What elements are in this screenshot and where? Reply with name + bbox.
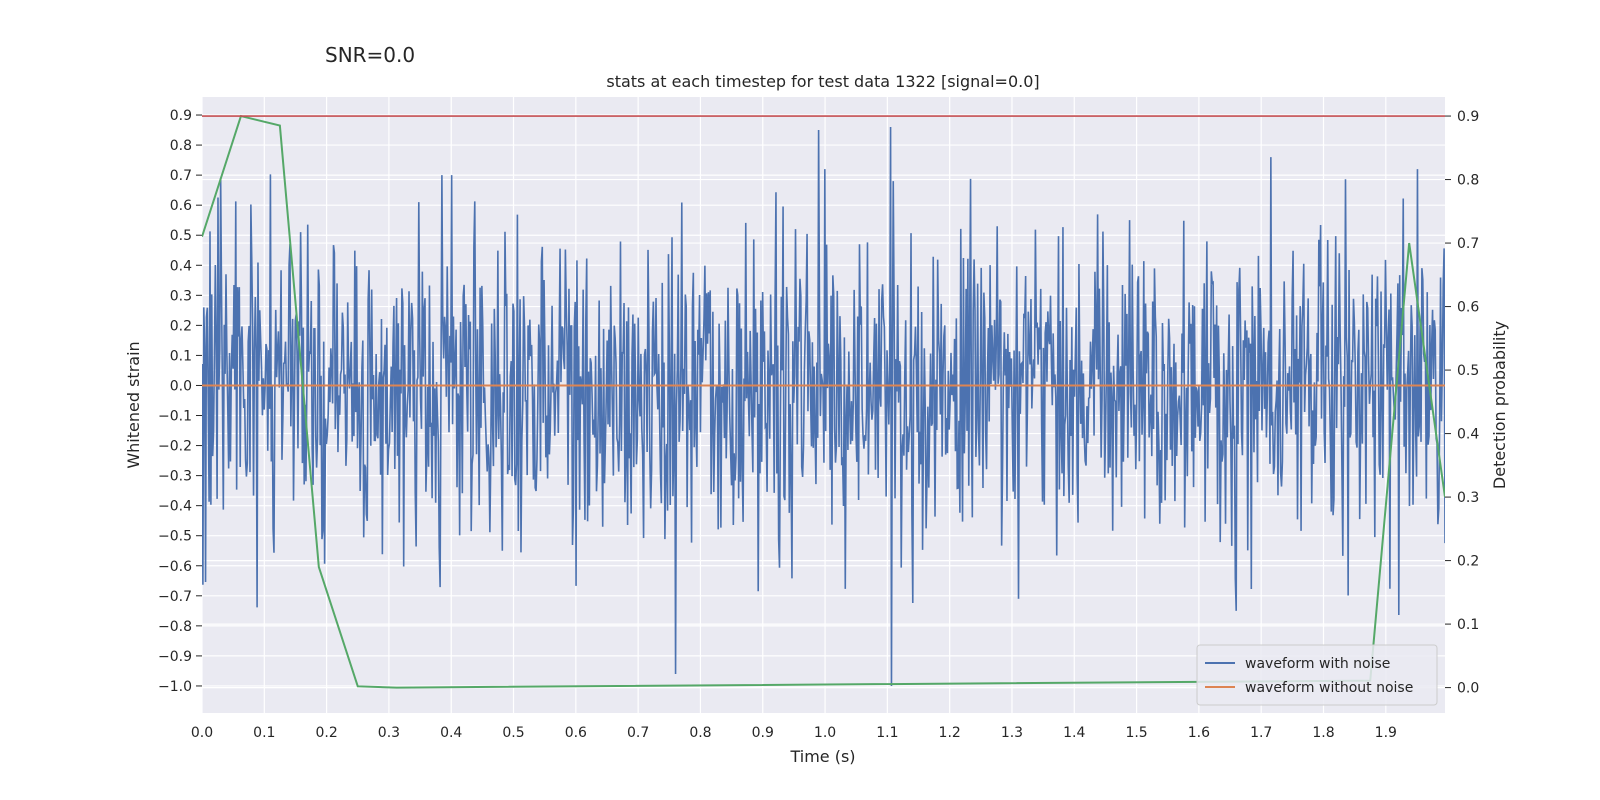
x-tick-label: 1.7 — [1250, 725, 1272, 741]
y-tick-label: −0.6 — [158, 559, 192, 575]
y-tick-label: −0.7 — [158, 589, 192, 605]
y-tick-label: 0.7 — [170, 168, 192, 184]
x-tick-label: 1.5 — [1125, 725, 1147, 741]
x-tick-label: 0.5 — [502, 725, 524, 741]
x-tick-label: 0.2 — [315, 725, 337, 741]
legend-label: waveform with noise — [1245, 656, 1390, 672]
x-tick-label: 0.3 — [378, 725, 400, 741]
chart-title: stats at each timestep for test data 132… — [606, 72, 1039, 91]
x-tick-label: 1.2 — [939, 725, 961, 741]
x-tick-label: 0.7 — [627, 725, 649, 741]
y-tick-label: 0.5 — [170, 228, 192, 244]
x-tick-label: 0.6 — [565, 725, 587, 741]
y-tick-label: 0.3 — [170, 288, 192, 304]
y2-tick-label: 0.1 — [1457, 617, 1479, 633]
series-line-2 — [202, 114, 1445, 689]
x-tick-label: 0.0 — [191, 725, 213, 741]
y2-tick-label: 0.9 — [1457, 109, 1479, 125]
legend-box — [1196, 644, 1438, 706]
y-tick-label: 0.1 — [170, 348, 192, 364]
x-tick-label: 0.9 — [752, 725, 774, 741]
x-tick-label: 1.4 — [1063, 725, 1085, 741]
y-axis-label: Whitened strain — [124, 341, 143, 468]
x-tick-label: 1.9 — [1375, 725, 1397, 741]
y-tick-label: 0.0 — [170, 378, 192, 394]
y-tick-label: 0.6 — [170, 198, 192, 214]
y-tick-label: −0.2 — [158, 439, 192, 455]
y-tick-label: 0.4 — [170, 258, 192, 274]
y2-tick-label: 0.4 — [1457, 427, 1479, 443]
plot-series — [202, 114, 1445, 689]
y-tick-label: 0.2 — [170, 318, 192, 334]
y-tick-label: −0.4 — [158, 499, 192, 515]
y-tick-label: −0.5 — [158, 529, 192, 545]
x-tick-label: 1.8 — [1312, 725, 1334, 741]
y-tick-label: 0.8 — [170, 138, 192, 154]
y2-tick-label: 0.2 — [1457, 554, 1479, 570]
y2-tick-label: 0.3 — [1457, 490, 1479, 506]
y-tick-label: 0.9 — [170, 108, 192, 124]
x-tick-label: 1.3 — [1001, 725, 1023, 741]
series-line-0 — [202, 127, 1445, 686]
x-axis-label: Time (s) — [789, 747, 855, 766]
y-tick-label: −0.9 — [158, 649, 192, 665]
y2-tick-label: 0.5 — [1457, 363, 1479, 379]
x-tick-label: 1.0 — [814, 725, 836, 741]
x-tick-label: 0.8 — [689, 725, 711, 741]
y2-axis-label: Detection probability — [1490, 321, 1509, 489]
x-tick-label: 0.1 — [253, 725, 275, 741]
y-tick-label: −0.3 — [158, 469, 192, 485]
y-tick-label: −1.0 — [158, 679, 192, 695]
y2-tick-label: 0.0 — [1457, 681, 1479, 697]
y-tick-label: −0.8 — [158, 619, 192, 635]
suptitle: SNR=0.0 — [325, 43, 415, 67]
legend-label: waveform without noise — [1245, 680, 1413, 696]
x-axis-ticks: 0.0 0.1 0.2 0.3 0.4 0.5 0.6 0.7 0.8 0.9 1.0 1.1 1.2 1… — [191, 725, 1397, 741]
legend: waveform with noise waveform without nois… — [1196, 644, 1438, 706]
x-tick-label: 1.1 — [876, 725, 898, 741]
y2-tick-label: 0.7 — [1457, 236, 1479, 252]
y-axis-ticks: 0.9 0.8 0.7 0.6 0.5 0.4 0.3 0.2 0.1 0.0 −0.1 −0.2 −0… — [158, 108, 202, 695]
x-tick-label: 0.4 — [440, 725, 462, 741]
y2-tick-label: 0.8 — [1457, 173, 1479, 189]
y2-tick-label: 0.6 — [1457, 300, 1479, 316]
x-tick-label: 1.6 — [1188, 725, 1210, 741]
y-tick-label: −0.1 — [158, 409, 192, 425]
y2-axis-ticks: 0.9 0.8 0.7 0.6 0.5 0.4 0.3 0.2 0.1 0.0 — [1445, 109, 1479, 697]
